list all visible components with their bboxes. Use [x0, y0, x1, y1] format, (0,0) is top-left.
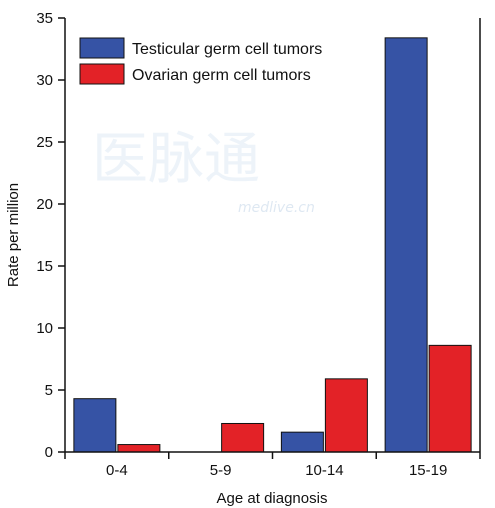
legend: Testicular germ cell tumors Ovarian germ …	[79, 37, 322, 85]
bar-ovarian-5-9	[221, 422, 265, 453]
y-tick-label: 20	[36, 196, 53, 213]
x-tick-label: 10-14	[305, 462, 343, 479]
watermark-cn: 医脉通	[92, 127, 260, 192]
y-tick-label: 10	[36, 320, 53, 337]
legend-swatch-testicular	[79, 37, 125, 59]
y-tick-label: 25	[36, 134, 53, 151]
watermark: 医脉通 medlive.cn	[92, 127, 315, 216]
y-tick-label: 5	[45, 382, 53, 399]
x-tick-label: 0-4	[106, 462, 128, 479]
legend-swatch-ovarian	[79, 63, 125, 85]
y-tick-label: 35	[36, 10, 53, 27]
x-ticks: 0-4 5-9 10-14 15-19	[64, 452, 481, 479]
y-ticks: 0 5 10 15 20 25 30 35	[36, 10, 65, 461]
bar-ovarian-0-4	[117, 444, 161, 453]
bar-testicular-10-14	[280, 431, 324, 453]
bar-ovarian-10-14	[324, 378, 368, 453]
legend-label-ovarian: Ovarian germ cell tumors	[132, 67, 311, 84]
y-tick-label: 15	[36, 258, 53, 275]
bar-testicular-15-19	[384, 37, 428, 453]
watermark-en: medlive.cn	[238, 200, 315, 216]
bars	[73, 37, 472, 453]
y-axis-title: Rate per million	[5, 183, 22, 287]
x-axis-title: Age at diagnosis	[217, 490, 328, 507]
bar-ovarian-15-19	[428, 344, 472, 453]
y-tick-label: 30	[36, 72, 53, 89]
y-tick-label: 0	[45, 444, 53, 461]
legend-label-testicular: Testicular germ cell tumors	[132, 41, 322, 58]
x-tick-label: 15-19	[409, 462, 447, 479]
x-tick-label: 5-9	[210, 462, 232, 479]
bar-testicular-0-4	[73, 398, 117, 453]
